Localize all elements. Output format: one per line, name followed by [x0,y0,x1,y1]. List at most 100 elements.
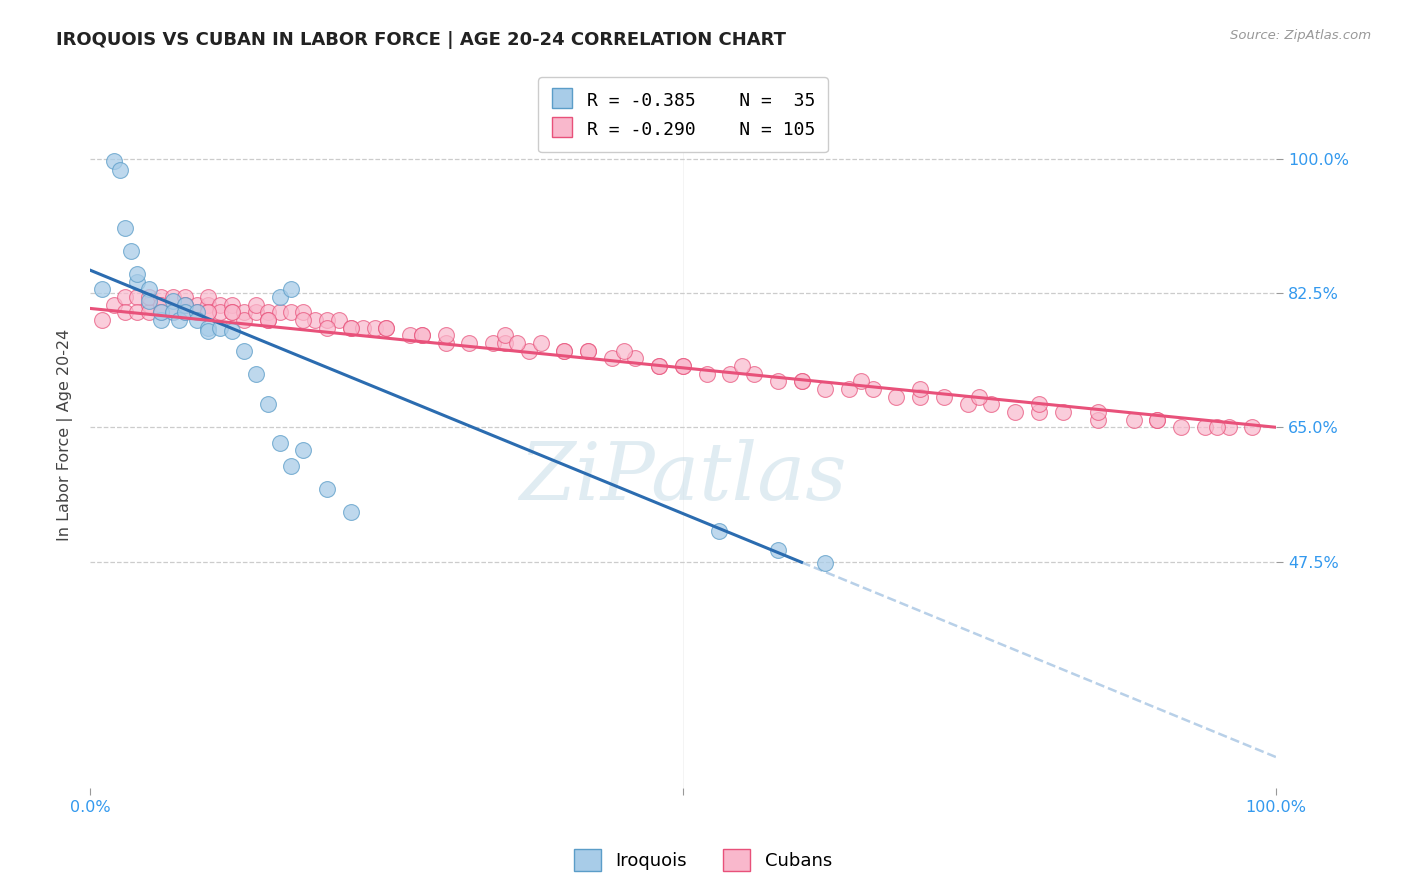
Point [742,367,765,381]
Point [1052,405,1074,419]
Point [790,374,813,388]
Point [494,335,516,350]
Point [1028,405,1050,419]
Point [576,343,599,358]
Point [138,282,160,296]
Point [1170,420,1192,434]
Point [114,290,136,304]
Point [517,343,540,358]
Text: IROQUOIS VS CUBAN IN LABOR FORCE | AGE 20-24 CORRELATION CHART: IROQUOIS VS CUBAN IN LABOR FORCE | AGE 2… [56,31,786,49]
Point [162,305,184,319]
Point [340,320,363,334]
Point [127,290,149,304]
Point [221,305,243,319]
Point [458,335,481,350]
Point [790,374,813,388]
Point [613,343,636,358]
Point [221,325,243,339]
Point [197,305,219,319]
Point [316,313,339,327]
Point [672,359,695,373]
Point [340,320,363,334]
Point [127,275,149,289]
Point [506,335,529,350]
Point [766,374,789,388]
Point [375,320,398,334]
Point [280,282,302,296]
Point [849,374,872,388]
Point [494,328,516,343]
Point [209,297,232,311]
Point [209,305,232,319]
Point [162,290,184,304]
Point [233,305,256,319]
Point [862,382,884,396]
Point [529,335,551,350]
Point [576,343,599,358]
Point [375,320,398,334]
Point [138,290,160,304]
Point [90,282,112,296]
Point [150,313,173,327]
Point [108,163,131,178]
Point [838,382,860,396]
Point [328,313,350,327]
Point [138,305,160,319]
Point [280,458,302,473]
Point [1205,420,1227,434]
Point [256,313,278,327]
Point [482,335,505,350]
Point [352,320,374,334]
Point [399,328,422,343]
Point [363,320,385,334]
Point [624,351,647,366]
Point [150,305,173,319]
Point [707,524,730,538]
Point [648,359,671,373]
Point [731,359,754,373]
Point [173,305,195,319]
Point [434,328,457,343]
Point [245,297,267,311]
Point [814,556,837,570]
Point [150,297,173,311]
Point [186,305,208,319]
Point [221,305,243,319]
Point [718,367,741,381]
Point [221,297,243,311]
Point [173,297,195,311]
Y-axis label: In Labor Force | Age 20-24: In Labor Force | Age 20-24 [58,329,73,541]
Point [553,343,575,358]
Point [138,293,160,308]
Point [411,328,433,343]
Point [886,390,908,404]
Point [1028,397,1050,411]
Point [553,343,575,358]
Point [932,390,955,404]
Point [103,154,125,169]
Point [600,351,623,366]
Point [233,313,256,327]
Point [173,297,195,311]
Point [648,359,671,373]
Point [197,290,219,304]
Point [114,305,136,319]
Point [292,305,315,319]
Point [173,290,195,304]
Point [1087,412,1109,426]
Point [292,313,315,327]
Point [1194,420,1216,434]
Point [340,505,363,519]
Point [814,382,837,396]
Text: ZiPatlas: ZiPatlas [519,439,846,516]
Point [269,290,291,304]
Point [197,320,219,334]
Point [908,382,931,396]
Point [434,335,457,350]
Point [1146,412,1168,426]
Point [256,397,278,411]
Point [114,220,136,235]
Point [908,390,931,404]
Text: Source: ZipAtlas.com: Source: ZipAtlas.com [1230,29,1371,43]
Point [766,543,789,558]
